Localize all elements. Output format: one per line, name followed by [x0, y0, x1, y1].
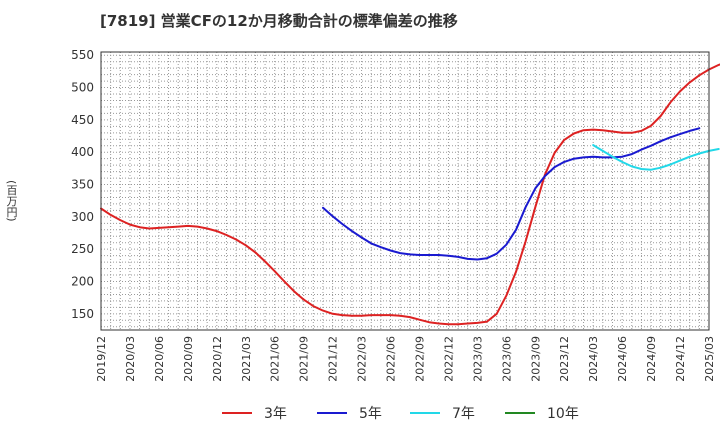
series-line: [100, 63, 720, 326]
x-tick-label: 2022/03: [356, 336, 369, 382]
x-tick-label: 2023/06: [500, 336, 513, 382]
y-tick-label: 300: [71, 210, 94, 224]
x-tick-label: 2020/12: [211, 336, 224, 382]
legend-label: 10年: [547, 406, 579, 422]
x-tick-label: 2023/09: [529, 336, 542, 382]
x-tick-label: 2024/03: [587, 336, 600, 382]
x-tick-label: 2020/09: [182, 336, 195, 382]
x-tick-labels: 2019/12 2020/03 2020/06 2020/09 2020/12 2021/…: [95, 336, 716, 382]
x-tick-label: 2024/09: [645, 336, 658, 382]
x-tick-label: 2021/03: [240, 336, 253, 382]
y-tick-label: 250: [71, 242, 94, 256]
y-tick-labels: 150 200 250 300 350 400 450 500 550: [71, 48, 94, 321]
y-tick-label: 550: [71, 48, 94, 62]
x-tick-label: 2019/12: [95, 336, 108, 382]
plot-frame: [100, 51, 710, 331]
x-tick-label: 2021/09: [298, 336, 311, 382]
series-lines: [100, 63, 720, 326]
x-tick-label: 2023/03: [471, 336, 484, 382]
x-tick-label: 2024/06: [616, 336, 629, 382]
x-tick-label: 2020/03: [124, 336, 137, 382]
series-line: [322, 127, 701, 261]
legend-label: 5年: [359, 406, 382, 422]
legend-label: 3年: [264, 406, 287, 422]
x-tick-label: 2023/12: [558, 336, 571, 382]
y-tick-label: 200: [71, 275, 94, 289]
legend-label: 7年: [452, 406, 475, 422]
x-tick-label: 2022/12: [442, 336, 455, 382]
legend: 3年 5年 7年 10年: [222, 406, 579, 422]
x-tick-label: 2021/06: [269, 336, 282, 382]
y-tick-label: 350: [71, 178, 94, 192]
x-tick-label: 2022/06: [385, 336, 398, 382]
x-tick-label: 2022/09: [413, 336, 426, 382]
y-tick-label: 400: [71, 145, 94, 159]
x-tick-label: 2020/06: [153, 336, 166, 382]
grid-lines: [101, 52, 709, 330]
chart-title: [7819] 営業CFの12か月移動合計の標準偏差の推移: [100, 12, 458, 30]
y-tick-label: 150: [71, 307, 94, 321]
y-tick-label: 500: [71, 81, 94, 95]
y-axis-label: (百万円): [5, 180, 18, 222]
series-line: [592, 144, 720, 171]
x-tick-label: 2025/03: [703, 336, 716, 382]
x-tick-label: 2021/12: [327, 336, 340, 382]
x-tick-label: 2024/12: [674, 336, 687, 382]
y-tick-label: 450: [71, 113, 94, 127]
